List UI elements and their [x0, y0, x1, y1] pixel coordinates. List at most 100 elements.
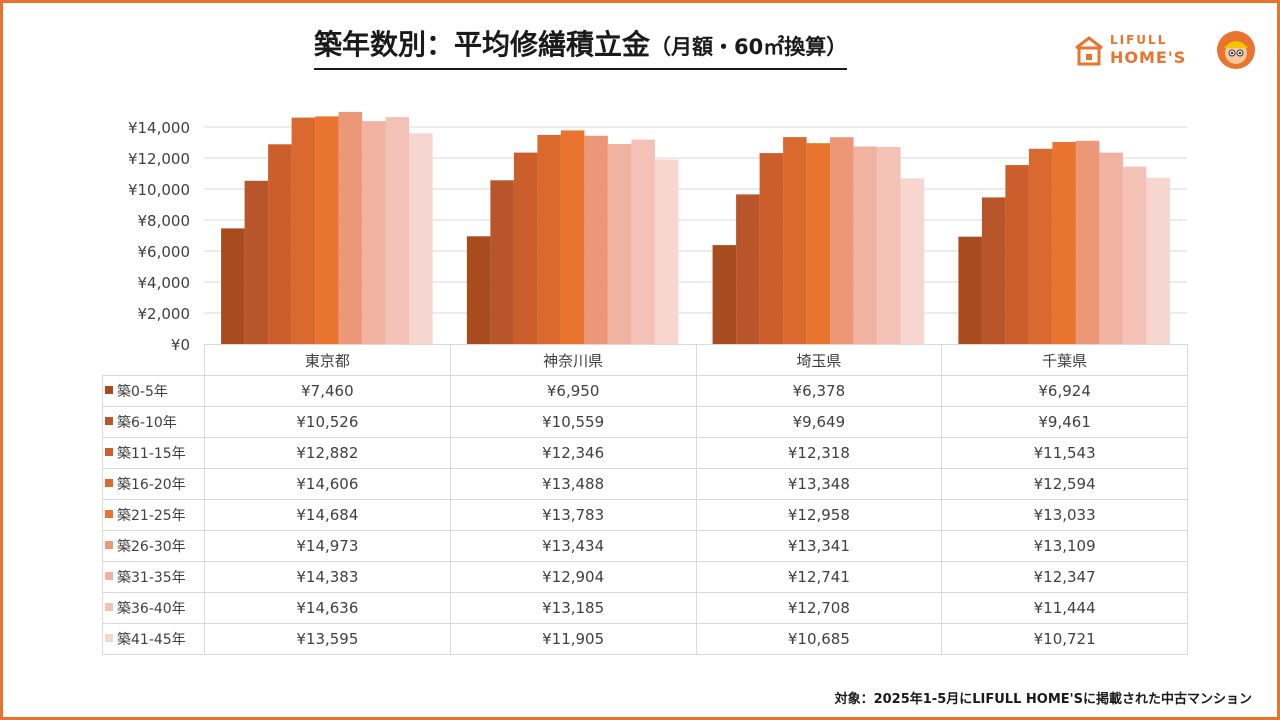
value-cell: ¥11,543 — [941, 437, 1188, 469]
value-cell: ¥10,526 — [204, 406, 451, 438]
table-row: 築36-40年 ¥14,636 ¥13,185 ¥12,708 ¥11,444 — [102, 592, 1188, 624]
value-cell: ¥14,684 — [204, 499, 451, 531]
title-main: 築年数別：平均修繕積立金 — [314, 28, 651, 61]
value-cell: ¥11,905 — [449, 623, 697, 655]
logo-line2: HOME'S — [1110, 48, 1187, 67]
value-cell: ¥13,595 — [204, 623, 451, 655]
bar — [338, 111, 363, 345]
bar — [291, 117, 316, 344]
legend-entry: 築11-15年 — [102, 437, 205, 469]
table-row: 築26-30年 ¥14,973 ¥13,434 ¥13,341 ¥13,109 — [102, 530, 1188, 562]
bar — [560, 130, 585, 344]
title-sub: （月額・60㎡換算） — [650, 35, 848, 59]
value-cell: ¥13,341 — [695, 530, 943, 562]
legend-entry: 築16-20年 — [102, 468, 205, 500]
bar — [806, 143, 831, 344]
value-cell: ¥10,559 — [449, 406, 697, 438]
value-cell: ¥14,636 — [204, 592, 451, 624]
bar — [385, 117, 410, 344]
value-cell: ¥12,741 — [695, 561, 943, 593]
legend-swatch — [105, 541, 113, 549]
legend-entry: 築31-35年 — [102, 561, 205, 593]
legend-label: 築31-35年 — [117, 570, 186, 586]
bar — [362, 121, 386, 344]
bar — [1052, 142, 1076, 344]
legend-entry: 築41-45年 — [102, 623, 205, 655]
legend-swatch — [105, 417, 113, 425]
bar — [712, 245, 737, 344]
value-cell: ¥6,950 — [449, 375, 697, 407]
value-cell: ¥14,606 — [204, 468, 451, 500]
value-cell: ¥12,347 — [941, 561, 1188, 593]
house-icon — [1075, 36, 1103, 66]
legend-label: 築0-5年 — [117, 384, 168, 400]
slide-title: 築年数別：平均修繕積立金（月額・60㎡換算） — [314, 26, 848, 70]
mascot-icon — [1217, 31, 1255, 69]
value-cell: ¥9,461 — [941, 406, 1188, 438]
bar — [1028, 148, 1053, 344]
lifull-homes-logo: LIFULL HOME'S — [1072, 30, 1257, 72]
bar — [981, 197, 1006, 344]
legend-entry: 築36-40年 — [102, 592, 205, 624]
bar — [654, 159, 679, 344]
value-cell: ¥13,434 — [449, 530, 697, 562]
value-cell: ¥12,346 — [449, 437, 697, 469]
value-cell: ¥13,488 — [449, 468, 697, 500]
bar — [466, 236, 491, 344]
bar — [537, 134, 561, 344]
legend-swatch — [105, 634, 113, 642]
legend-label: 築21-25年 — [117, 508, 186, 524]
bar — [736, 194, 760, 344]
legend-label: 築36-40年 — [117, 601, 186, 617]
legend-entry: 築21-25年 — [102, 499, 205, 531]
y-tick-label: ¥4,000 — [138, 274, 191, 292]
table-header-row: 東京都 神奈川県 埼玉県 千葉県 — [102, 344, 1188, 376]
table-row: 築31-35年 ¥14,383 ¥12,904 ¥12,741 ¥12,347 — [102, 561, 1188, 593]
bar — [315, 116, 339, 345]
category-header: 神奈川県 — [449, 344, 697, 376]
value-cell: ¥9,649 — [695, 406, 943, 438]
value-cell: ¥6,924 — [941, 375, 1188, 407]
bar — [221, 228, 245, 344]
bar — [1005, 165, 1029, 344]
category-header: 東京都 — [204, 344, 451, 376]
bar — [783, 137, 807, 344]
data-table: 東京都 神奈川県 埼玉県 千葉県 築0-5年 ¥7,460 ¥6,950 ¥6,378… — [102, 344, 1188, 655]
bar — [1122, 166, 1147, 344]
value-cell: ¥13,783 — [449, 499, 697, 531]
bar — [1075, 140, 1100, 344]
bar — [409, 133, 433, 344]
legend-label: 築41-45年 — [117, 632, 186, 648]
bar-chart: ¥0¥2,000¥4,000¥6,000¥8,000¥10,000¥12,000… — [128, 111, 1187, 350]
table-row: 築0-5年 ¥7,460 ¥6,950 ¥6,378 ¥6,924 — [102, 375, 1188, 407]
value-cell: ¥6,378 — [695, 375, 943, 407]
logo-line1: LIFULL — [1110, 33, 1168, 47]
table-row: 築41-45年 ¥13,595 ¥11,905 ¥10,685 ¥10,721 — [102, 623, 1188, 655]
value-cell: ¥12,958 — [695, 499, 943, 531]
y-tick-label: ¥12,000 — [128, 150, 190, 168]
category-header: 千葉県 — [941, 344, 1188, 376]
value-cell: ¥7,460 — [204, 375, 451, 407]
bar — [853, 146, 878, 344]
value-cell: ¥12,882 — [204, 437, 451, 469]
value-cell: ¥13,109 — [941, 530, 1188, 562]
legend-swatch — [105, 510, 113, 518]
y-tick-label: ¥2,000 — [138, 305, 191, 323]
table-row: 築21-25年 ¥14,684 ¥13,783 ¥12,958 ¥13,033 — [102, 499, 1188, 531]
bar — [490, 180, 514, 344]
value-cell: ¥13,348 — [695, 468, 943, 500]
bar — [759, 153, 784, 344]
y-tick-label: ¥6,000 — [138, 243, 191, 261]
legend-label: 築6-10年 — [117, 415, 177, 431]
y-tick-label: ¥8,000 — [138, 212, 191, 230]
legend-swatch — [105, 572, 113, 580]
bar — [584, 135, 608, 344]
table-row: 築16-20年 ¥14,606 ¥13,488 ¥13,348 ¥12,594 — [102, 468, 1188, 500]
table-corner — [102, 344, 205, 376]
bar — [631, 139, 655, 344]
value-cell: ¥10,721 — [941, 623, 1188, 655]
value-cell: ¥12,904 — [449, 561, 697, 593]
bar — [607, 144, 632, 344]
legend-swatch — [105, 448, 113, 456]
